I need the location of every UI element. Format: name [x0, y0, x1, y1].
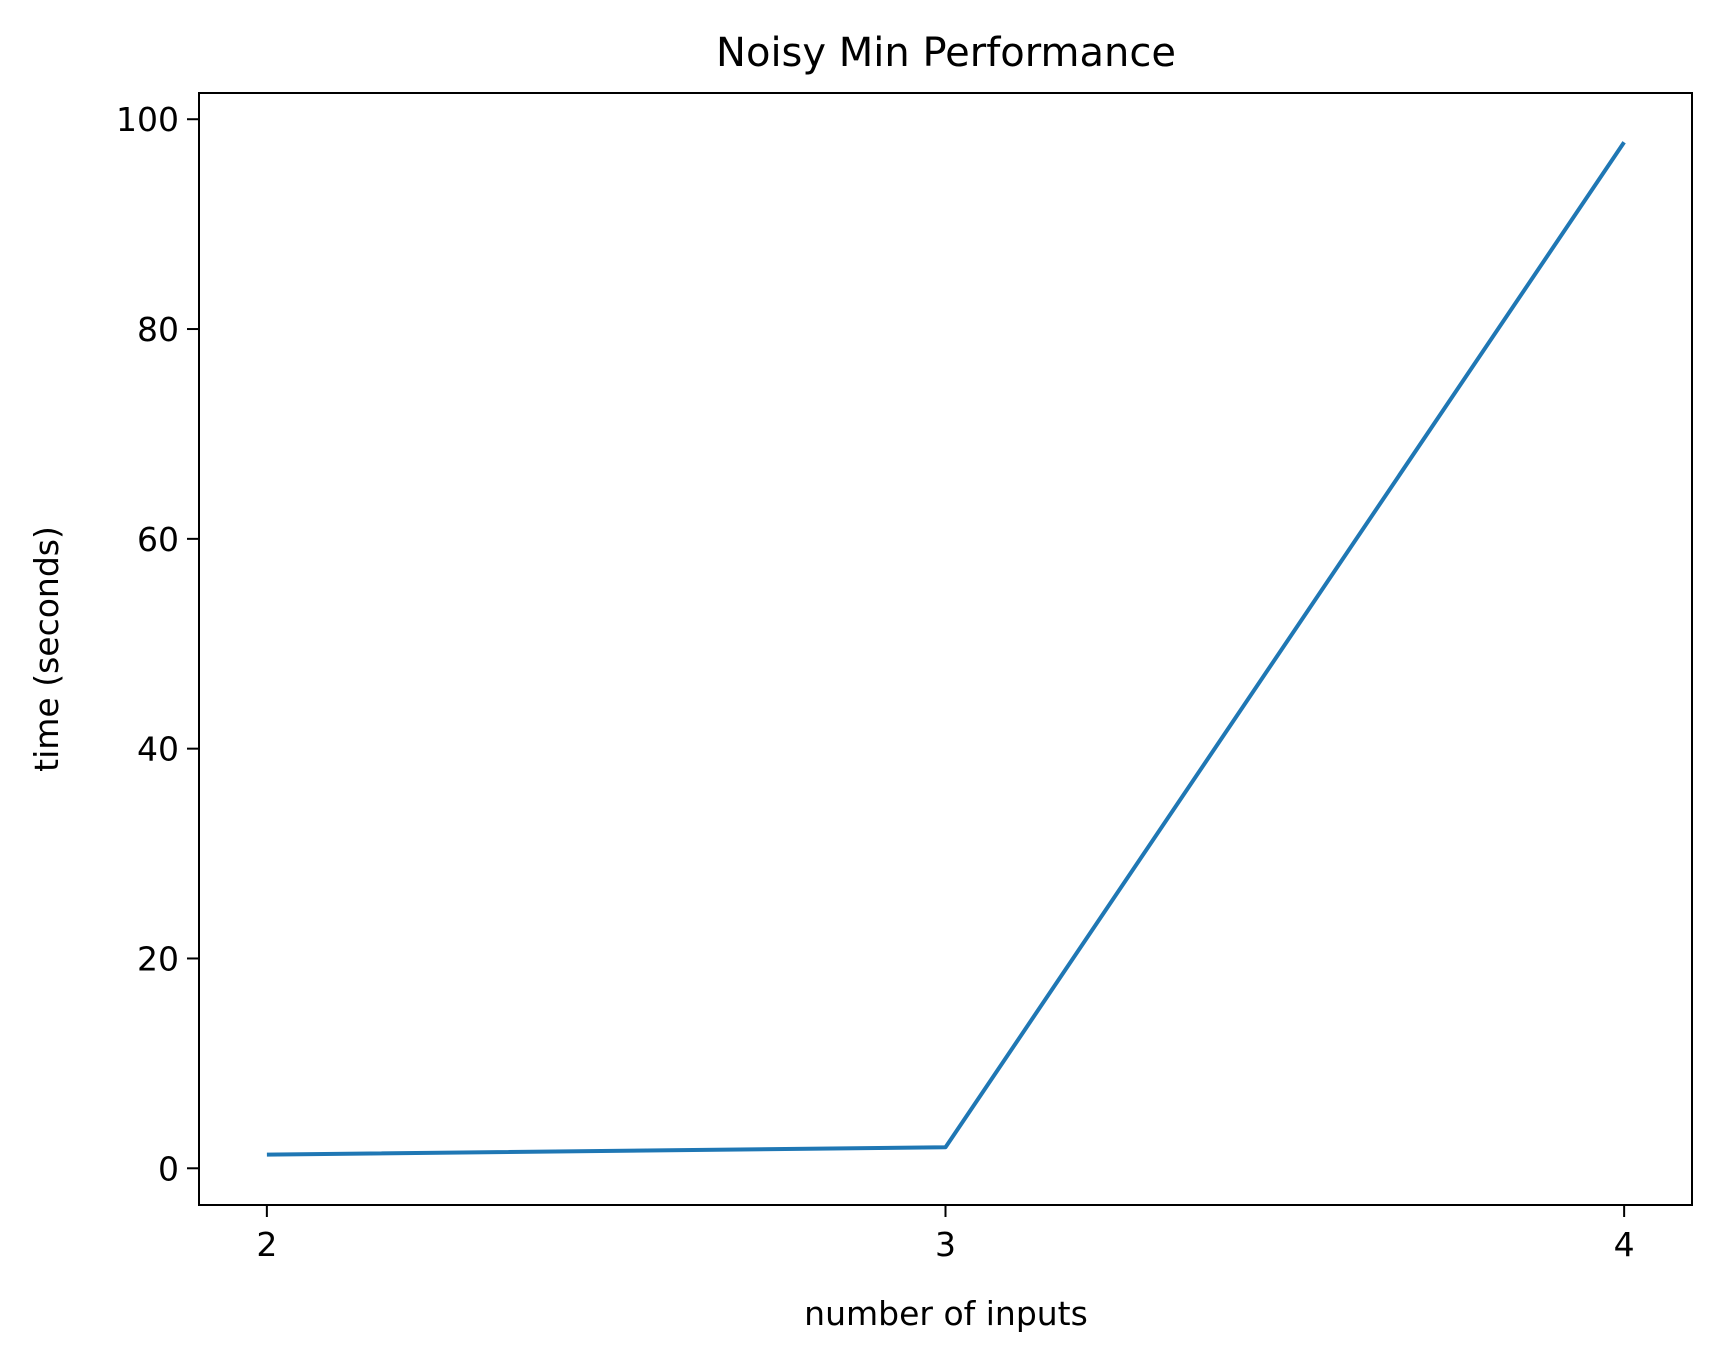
x-axis: 2 3 4	[256, 1205, 1635, 1264]
x-axis-label: number of inputs	[804, 1294, 1088, 1333]
y-axis-label: time (seconds)	[27, 526, 66, 772]
x-tick-label: 3	[935, 1225, 956, 1264]
chart-title: Noisy Min Performance	[716, 30, 1176, 76]
y-tick-label: 100	[116, 100, 179, 139]
series-group	[266, 141, 1626, 1157]
y-axis: 0 20 40 60 80 100	[116, 100, 199, 1188]
x-tick-label: 4	[1614, 1225, 1635, 1264]
y-tick-label: 80	[137, 310, 179, 349]
series-line-0	[266, 141, 1626, 1157]
y-tick-label: 0	[158, 1149, 179, 1188]
y-tick-label: 60	[137, 520, 179, 559]
y-tick-label: 20	[137, 939, 179, 978]
x-tick-label: 2	[256, 1225, 277, 1264]
plot-frame	[198, 92, 1693, 1206]
y-tick-label: 40	[137, 730, 179, 769]
